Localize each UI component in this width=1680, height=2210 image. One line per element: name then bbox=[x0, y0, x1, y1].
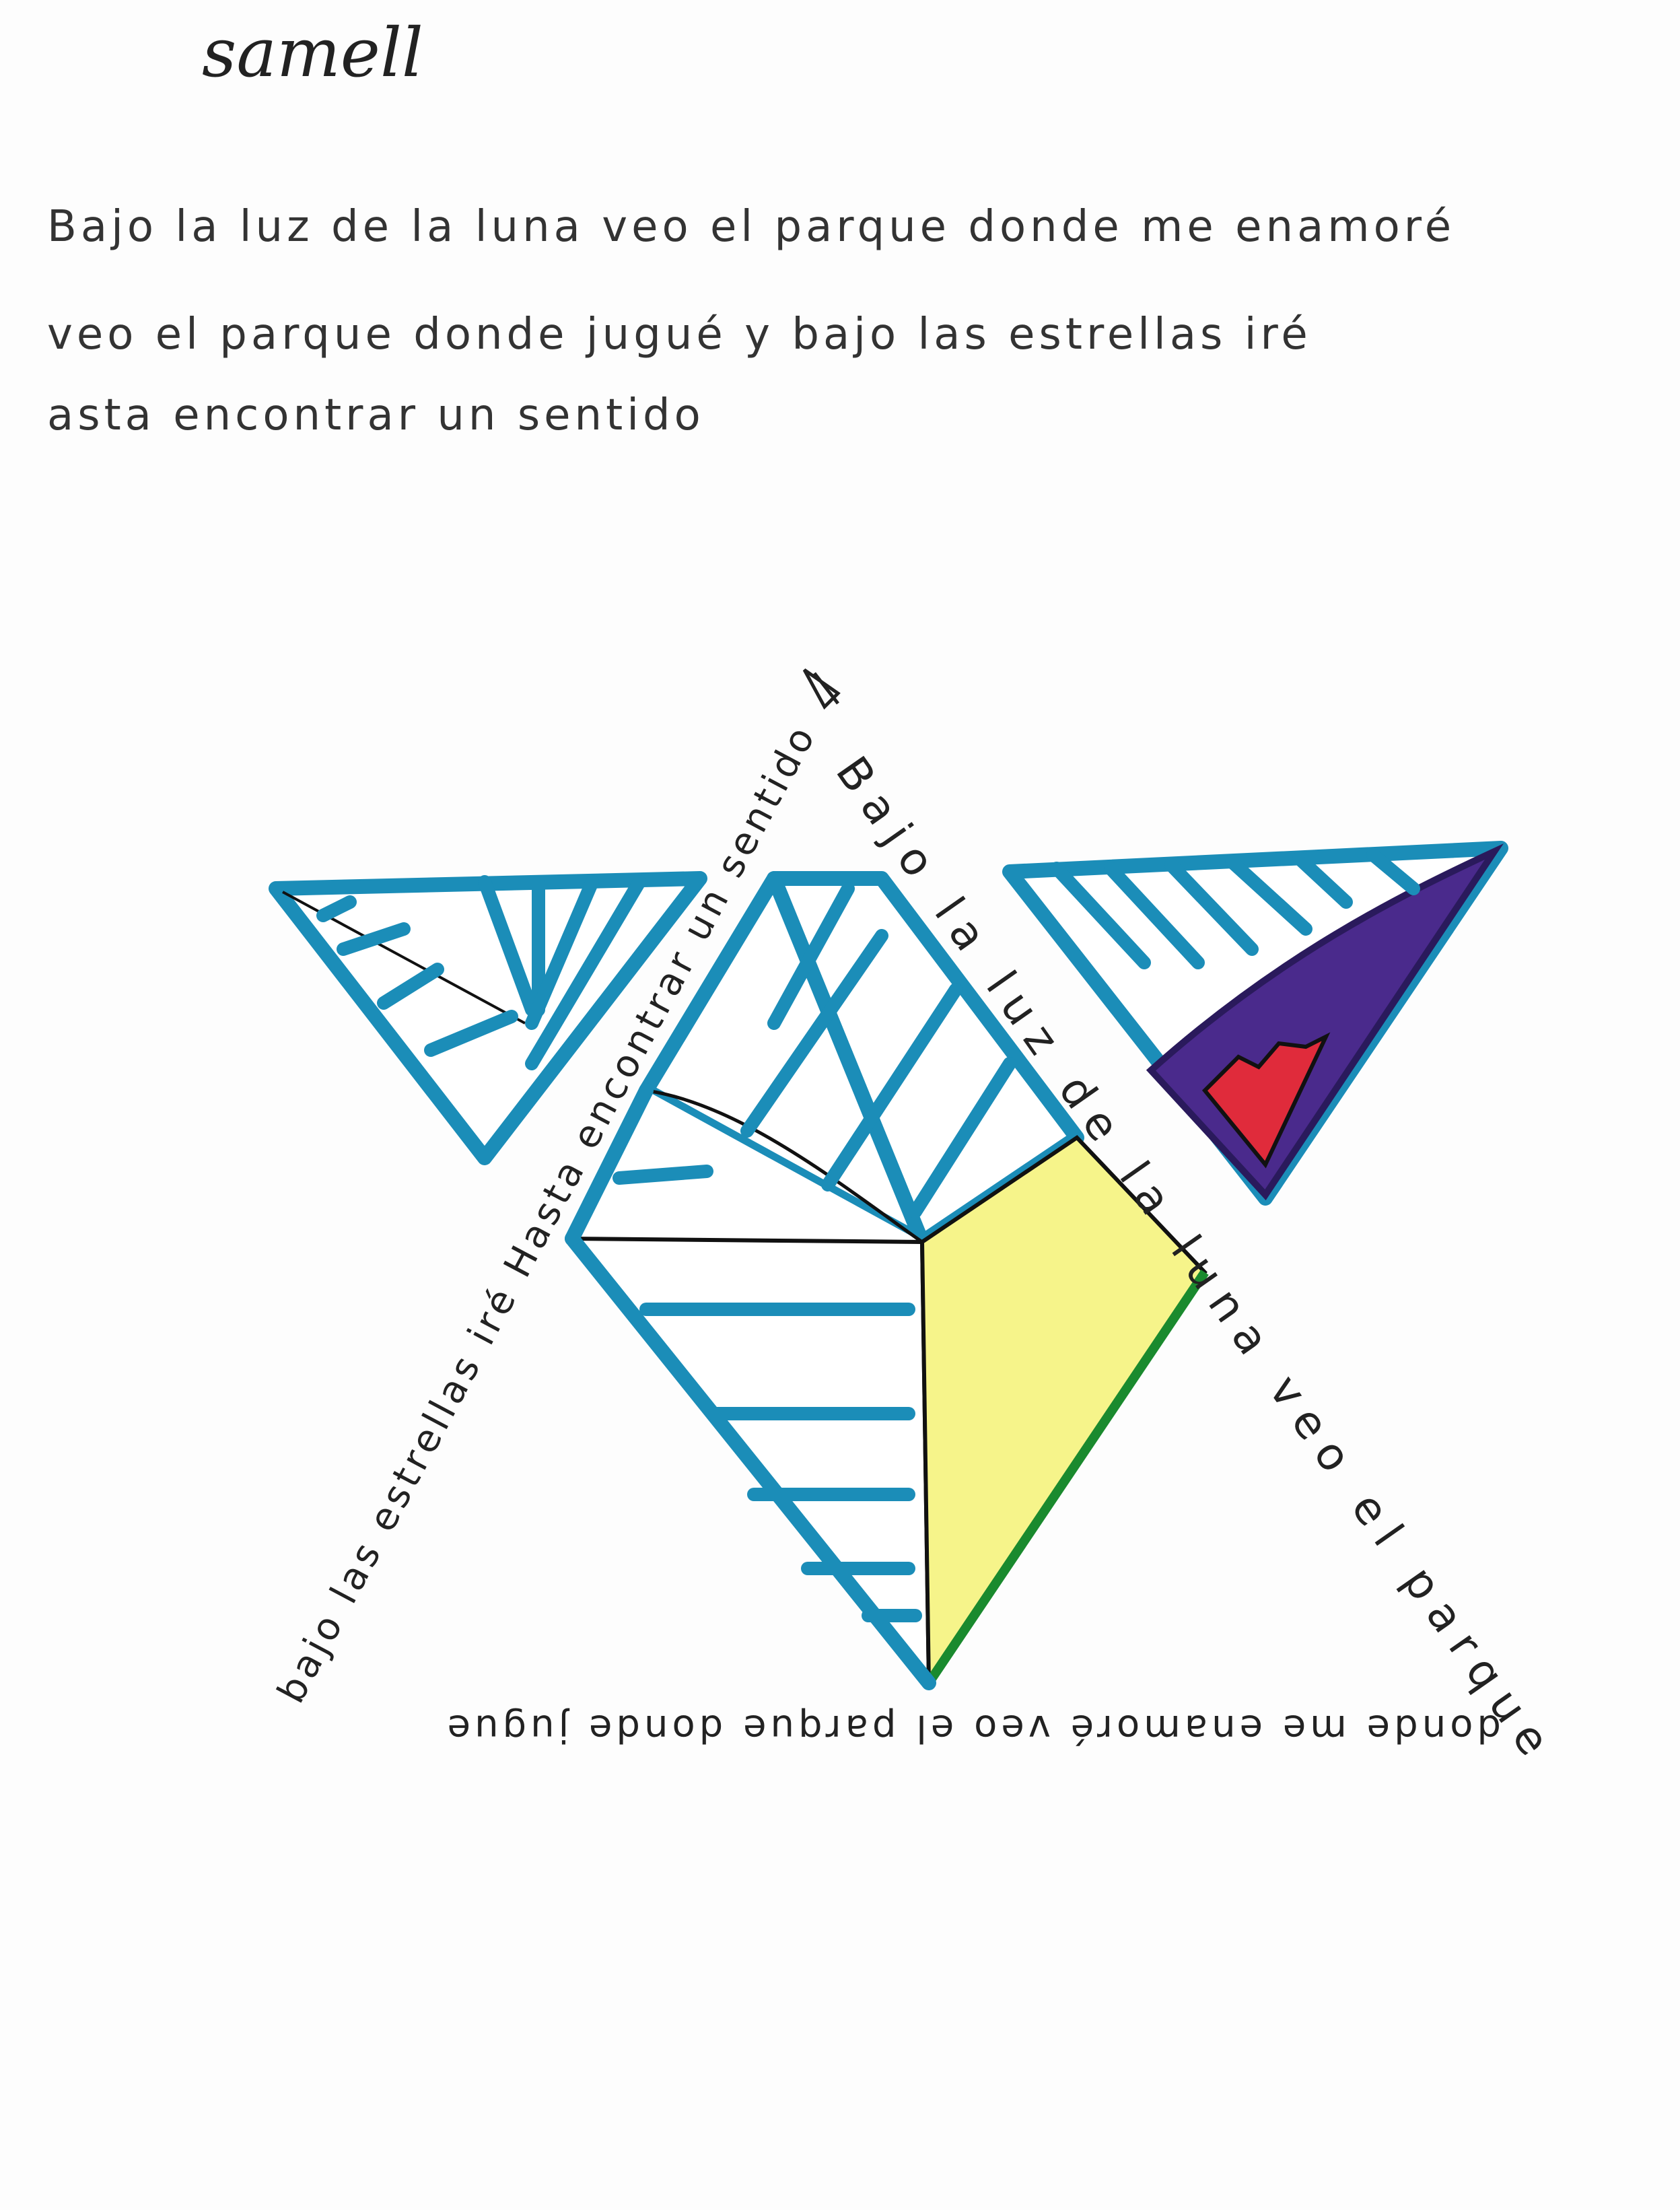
left-triangle bbox=[269, 871, 707, 1165]
poem-line-1: Bajo la luz de la luna veo el parque don… bbox=[47, 202, 1456, 252]
center-diamond bbox=[565, 871, 1209, 1690]
author-name: samell bbox=[202, 13, 423, 92]
right-triangle bbox=[1002, 841, 1508, 1206]
arrow-icon bbox=[802, 668, 841, 710]
poem-line-3: asta encontrar un sentido bbox=[47, 390, 705, 440]
bottom-edge-text: donde me enamoré veo el parque donde jug… bbox=[443, 1706, 1501, 1750]
poem-line-2: veo el parque donde jugué y bajo las est… bbox=[47, 310, 1312, 359]
